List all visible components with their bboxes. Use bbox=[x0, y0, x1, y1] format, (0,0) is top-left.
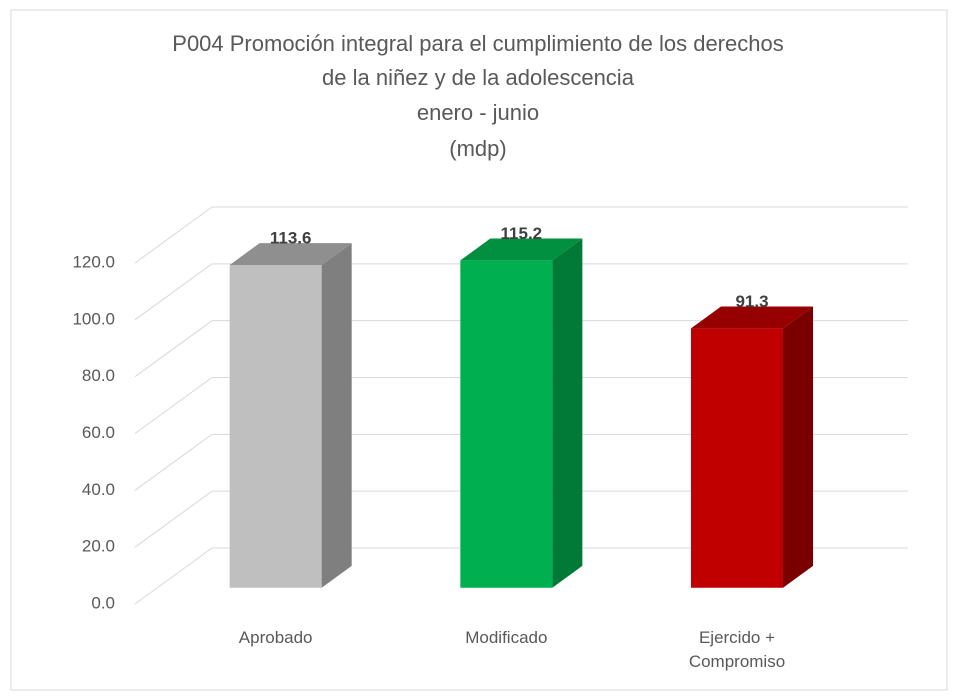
chart-title: P004 Promoción integral para el cumplimi… bbox=[172, 31, 783, 56]
bar-side bbox=[552, 238, 583, 588]
chart-title: de la niñez y de la adolescencia bbox=[322, 65, 635, 90]
grid-line bbox=[134, 433, 213, 491]
grid-line bbox=[134, 263, 213, 321]
y-tick-label: 20.0 bbox=[82, 537, 115, 556]
x-tick-label: Modificado bbox=[465, 628, 548, 647]
grid-line bbox=[134, 547, 213, 605]
grid-line bbox=[134, 320, 213, 378]
chart-title: enero - junio bbox=[417, 100, 539, 125]
grid-line bbox=[134, 206, 213, 264]
bar-front bbox=[229, 264, 322, 588]
y-tick-label: 120.0 bbox=[72, 252, 115, 271]
bar-side bbox=[783, 306, 814, 588]
y-tick-label: 40.0 bbox=[82, 480, 115, 499]
y-tick-label: 80.0 bbox=[82, 366, 115, 385]
x-tick-label: Aprobado bbox=[238, 628, 313, 647]
bar-side bbox=[321, 243, 352, 588]
y-tick-label: 60.0 bbox=[82, 423, 115, 442]
chart-title: (mdp) bbox=[449, 136, 506, 161]
bar-front bbox=[460, 260, 553, 588]
x-tick-label: Ejercido + Compromiso bbox=[688, 628, 786, 671]
value-label: 91.3 bbox=[735, 292, 768, 311]
grid-line bbox=[134, 490, 213, 548]
bar-front bbox=[691, 328, 784, 588]
bar-top bbox=[460, 238, 583, 261]
y-tick-label: 100.0 bbox=[72, 309, 115, 328]
grid-line bbox=[134, 377, 213, 434]
bar-top bbox=[691, 306, 814, 329]
bar-top bbox=[229, 243, 352, 265]
value-label: 115.2 bbox=[501, 224, 543, 243]
y-tick-label: 0.0 bbox=[91, 593, 115, 612]
value-label: 113.6 bbox=[270, 229, 312, 248]
